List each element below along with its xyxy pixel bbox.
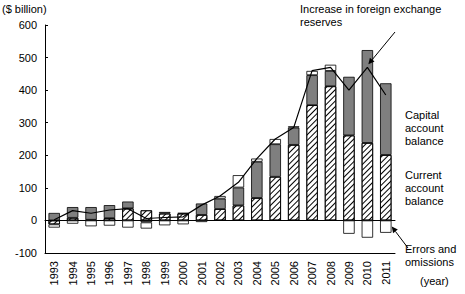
svg-text:2008: 2008 bbox=[325, 261, 337, 285]
svg-text:1995: 1995 bbox=[85, 261, 97, 285]
svg-text:balance: balance bbox=[405, 195, 444, 207]
svg-text:500: 500 bbox=[19, 52, 37, 64]
svg-text:2005: 2005 bbox=[269, 261, 281, 285]
svg-text:-100: -100 bbox=[15, 247, 37, 259]
svg-text:1994: 1994 bbox=[67, 261, 79, 285]
svg-text:0: 0 bbox=[31, 214, 37, 226]
svg-text:2001: 2001 bbox=[196, 261, 208, 285]
svg-text:1996: 1996 bbox=[103, 261, 115, 285]
svg-text:2004: 2004 bbox=[251, 261, 263, 285]
svg-text:2009: 2009 bbox=[343, 261, 355, 285]
svg-text:account: account bbox=[405, 122, 447, 134]
svg-text:reserves: reserves bbox=[300, 16, 343, 28]
svg-text:100: 100 bbox=[19, 182, 37, 194]
svg-text:600: 600 bbox=[19, 19, 37, 31]
svg-text:1999: 1999 bbox=[159, 261, 171, 285]
svg-text:omissions: omissions bbox=[405, 256, 454, 268]
svg-text:2010: 2010 bbox=[361, 261, 373, 285]
svg-text:1997: 1997 bbox=[122, 261, 134, 285]
svg-text:300: 300 bbox=[19, 117, 37, 129]
svg-text:1998: 1998 bbox=[140, 261, 152, 285]
svg-text:2007: 2007 bbox=[306, 261, 318, 285]
svg-text:Errors and: Errors and bbox=[405, 243, 459, 255]
svg-text:2000: 2000 bbox=[177, 261, 189, 285]
svg-text:1993: 1993 bbox=[48, 261, 60, 285]
svg-text:Current: Current bbox=[405, 169, 445, 181]
svg-text:Capital: Capital bbox=[405, 109, 442, 121]
svg-text:200: 200 bbox=[19, 149, 37, 161]
svg-text:account: account bbox=[405, 182, 447, 194]
svg-text:2002: 2002 bbox=[214, 261, 226, 285]
svg-text:2003: 2003 bbox=[232, 261, 244, 285]
svg-text:balance: balance bbox=[405, 135, 444, 147]
svg-text:400: 400 bbox=[19, 84, 37, 96]
svg-text:2006: 2006 bbox=[288, 261, 300, 285]
svg-text:(year): (year) bbox=[420, 275, 449, 287]
svg-text:2011: 2011 bbox=[380, 261, 392, 285]
svg-text:Increase in foreign exchange: Increase in foreign exchange bbox=[300, 3, 444, 15]
svg-text:($ billion): ($ billion) bbox=[2, 3, 47, 15]
